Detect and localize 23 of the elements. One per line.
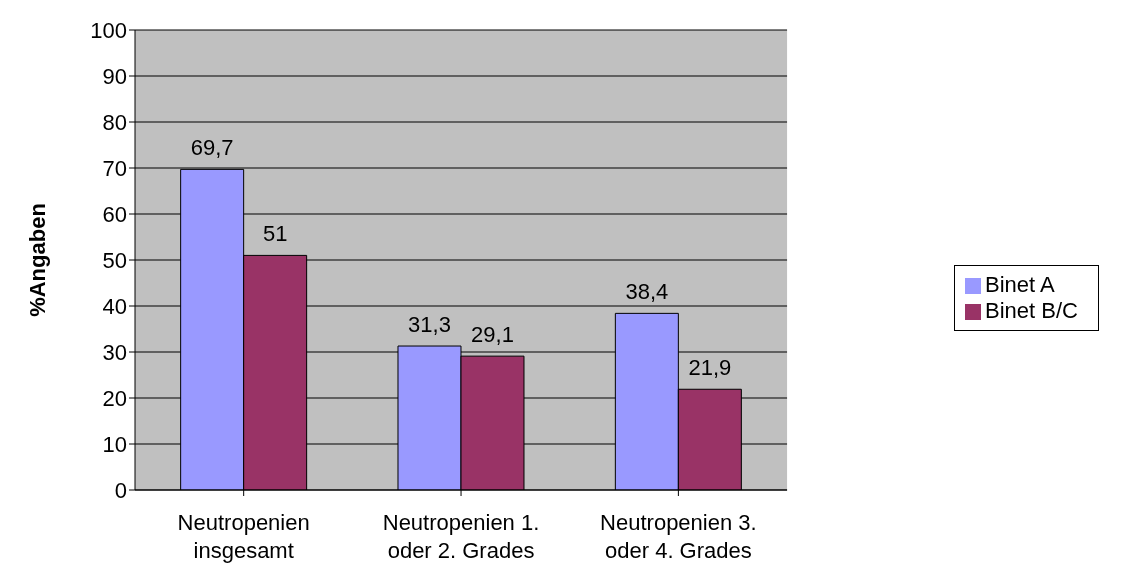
y-tick-label: 10 <box>102 431 127 457</box>
y-tick-label: 40 <box>102 293 127 319</box>
y-tick-label: 100 <box>90 17 127 43</box>
data-label: 21,9 <box>688 355 732 381</box>
data-label: 69,7 <box>190 135 234 161</box>
y-tick-label: 30 <box>102 339 127 365</box>
y-axis-title: %Angaben <box>24 203 50 317</box>
y-tick-label: 20 <box>102 385 127 411</box>
x-tick-label: Neutropenien 1. oder 2. Grades <box>382 510 540 563</box>
y-tick-label: 0 <box>114 477 127 503</box>
y-tick-label: 90 <box>102 63 127 89</box>
y-tick-label: 50 <box>102 247 127 273</box>
legend-label: Binet A <box>985 272 1055 297</box>
y-tick-label: 60 <box>102 201 127 227</box>
y-tick-label: 80 <box>102 109 127 135</box>
data-label: 38,4 <box>625 279 669 305</box>
data-label: 51 <box>262 221 288 247</box>
y-tick-label: 70 <box>102 155 127 181</box>
data-label: 31,3 <box>408 312 451 338</box>
x-tick-label: Neutropenien 3. oder 4. Grades <box>600 510 757 563</box>
data-label: 29,1 <box>471 322 514 348</box>
legend-label: Binet B/C <box>985 298 1078 323</box>
x-tick-label: Neutropenien insgesamt <box>177 510 310 563</box>
